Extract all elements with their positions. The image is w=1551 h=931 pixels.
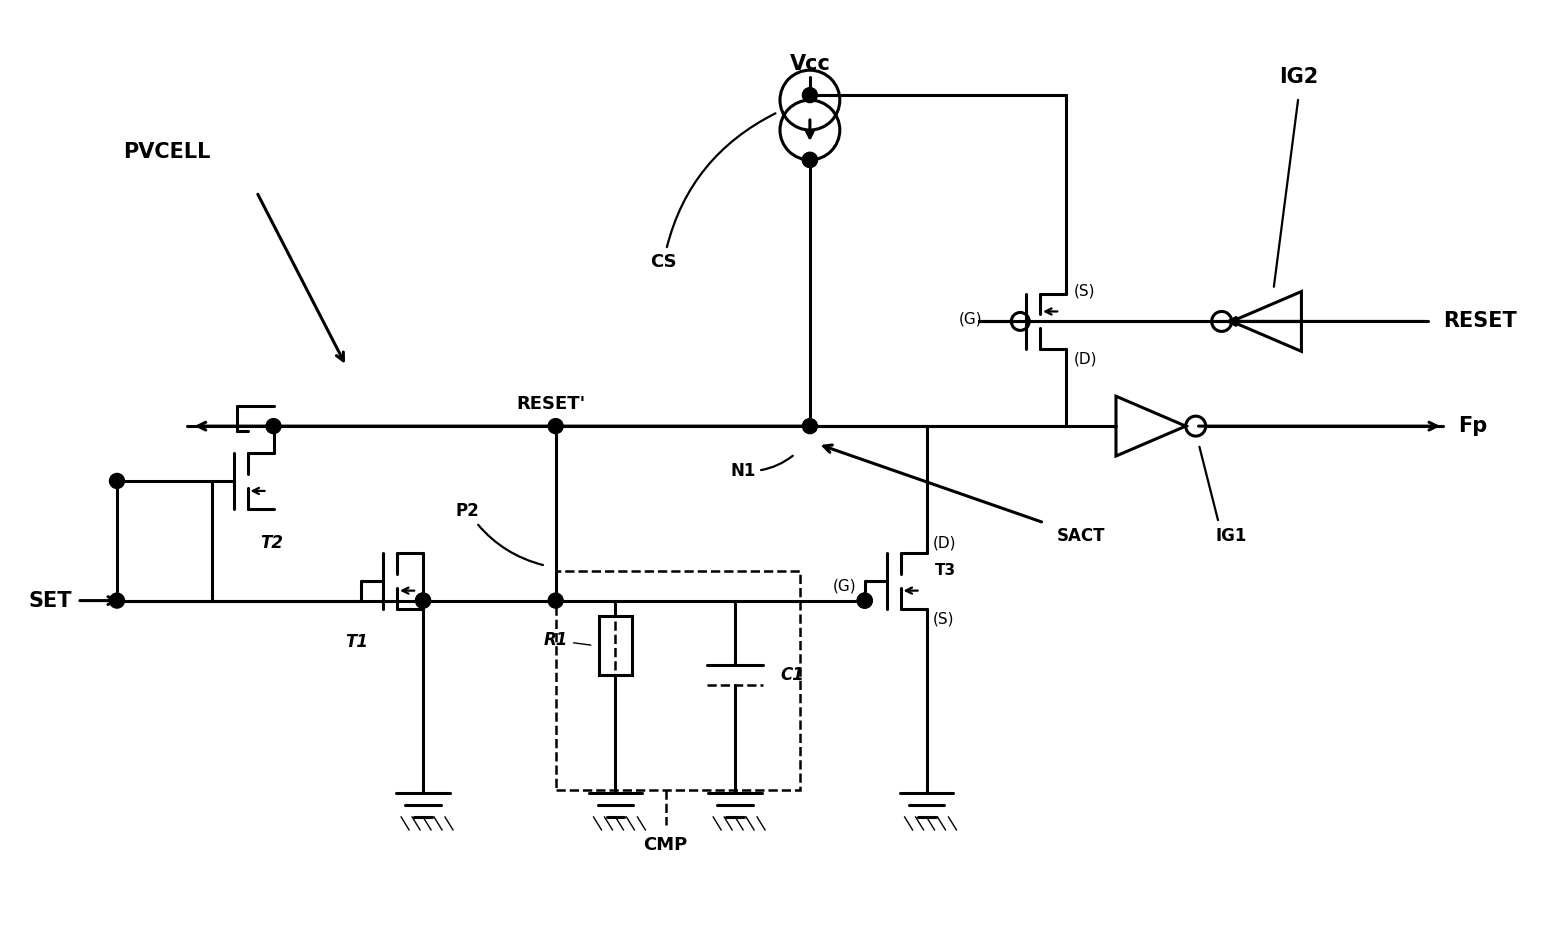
Text: Fp: Fp [1458, 416, 1487, 436]
Text: Vcc: Vcc [789, 54, 830, 74]
Text: R1: R1 [544, 631, 591, 650]
Bar [555, 571, 800, 790]
Text: CMP: CMP [644, 836, 687, 854]
Text: CS: CS [650, 114, 776, 271]
Circle shape [110, 474, 124, 489]
Circle shape [416, 593, 431, 608]
Text: PVCELL: PVCELL [123, 142, 211, 162]
Text: IG2: IG2 [1280, 67, 1318, 88]
Text: SET: SET [28, 590, 71, 611]
Circle shape [802, 419, 817, 434]
Text: C1: C1 [780, 667, 803, 684]
Text: (S): (S) [932, 611, 954, 626]
Text: (S): (S) [1075, 283, 1095, 298]
Text: IG1: IG1 [1216, 527, 1247, 545]
Circle shape [802, 153, 817, 168]
Circle shape [802, 88, 817, 102]
Text: RESET: RESET [1442, 312, 1517, 331]
Text: N1: N1 [731, 456, 793, 480]
Circle shape [548, 419, 563, 434]
Text: T3: T3 [935, 563, 955, 578]
Text: RESET': RESET' [516, 395, 585, 413]
Circle shape [416, 593, 431, 608]
Circle shape [802, 153, 817, 168]
Text: T1: T1 [344, 633, 368, 652]
Text: (G): (G) [833, 578, 856, 593]
Text: (D): (D) [932, 535, 955, 550]
Circle shape [858, 593, 872, 608]
Text: (G): (G) [959, 312, 982, 327]
Text: T2: T2 [261, 533, 282, 552]
Text: (D): (D) [1075, 352, 1098, 367]
Circle shape [548, 593, 563, 608]
Bar [599, 615, 633, 675]
Circle shape [267, 419, 281, 434]
Text: P2: P2 [456, 502, 543, 565]
Circle shape [110, 593, 124, 608]
Text: SACT: SACT [1058, 527, 1106, 545]
Circle shape [858, 593, 872, 608]
